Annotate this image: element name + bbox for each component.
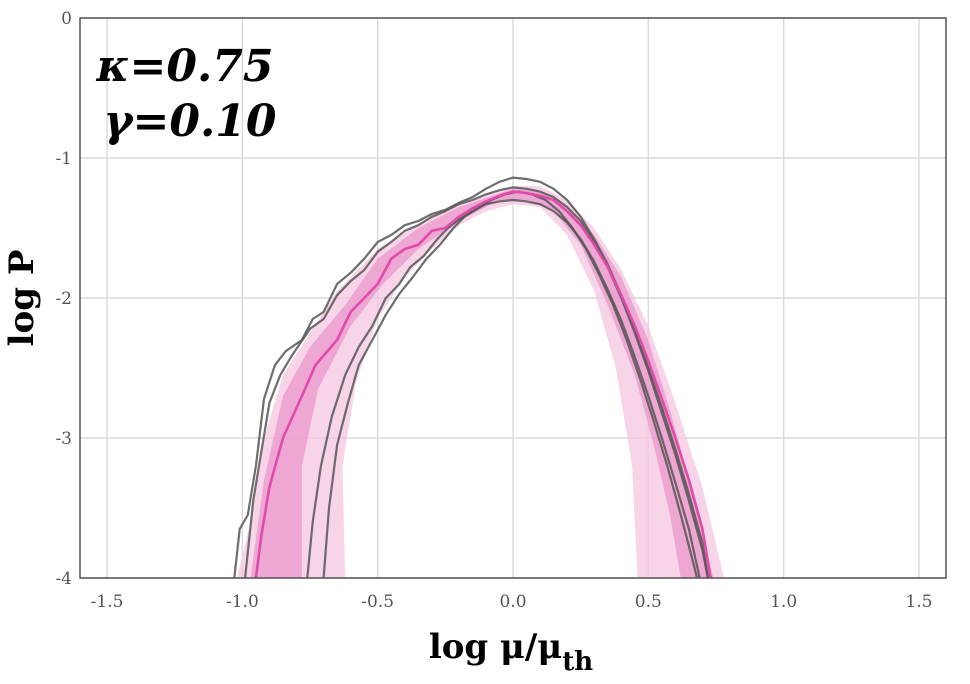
y-tick-label: -2 bbox=[55, 289, 72, 309]
annotation-kappa: κ=0.75 bbox=[95, 41, 273, 92]
band-inner bbox=[250, 188, 714, 578]
sample-line bbox=[306, 198, 701, 578]
y-tick-label: -1 bbox=[55, 149, 72, 169]
x-tick-label: 0.0 bbox=[499, 592, 526, 612]
y-tick-labels: 0 -1 -2 -3 -4 bbox=[55, 9, 72, 589]
x-tick-label: 1.0 bbox=[770, 592, 797, 612]
x-axis-title-main: log μ/μ bbox=[429, 627, 562, 667]
x-tick-label: 1.5 bbox=[905, 592, 932, 612]
y-tick-label: 0 bbox=[61, 9, 72, 29]
mean-line bbox=[254, 190, 712, 578]
sample-line bbox=[244, 186, 709, 578]
y-axis-title: log P bbox=[2, 250, 42, 347]
x-tick-label: -1.5 bbox=[91, 592, 124, 612]
x-tick-label: 0.5 bbox=[635, 592, 662, 612]
annotation-gamma: γ=0.10 bbox=[103, 96, 276, 147]
x-axis-title-subscript: th bbox=[562, 647, 593, 677]
y-tick-label: -3 bbox=[55, 429, 72, 449]
x-tick-labels: -1.5 -1.0 -0.5 0.0 0.5 1.0 1.5 bbox=[91, 592, 933, 612]
series-lines bbox=[233, 176, 712, 578]
x-tick-label: -1.0 bbox=[226, 592, 259, 612]
y-tick-label: -4 bbox=[55, 569, 72, 589]
plot-frame bbox=[79, 17, 947, 579]
x-axis-title: log μ/μth bbox=[429, 627, 593, 677]
x-tick-label: -0.5 bbox=[361, 592, 394, 612]
